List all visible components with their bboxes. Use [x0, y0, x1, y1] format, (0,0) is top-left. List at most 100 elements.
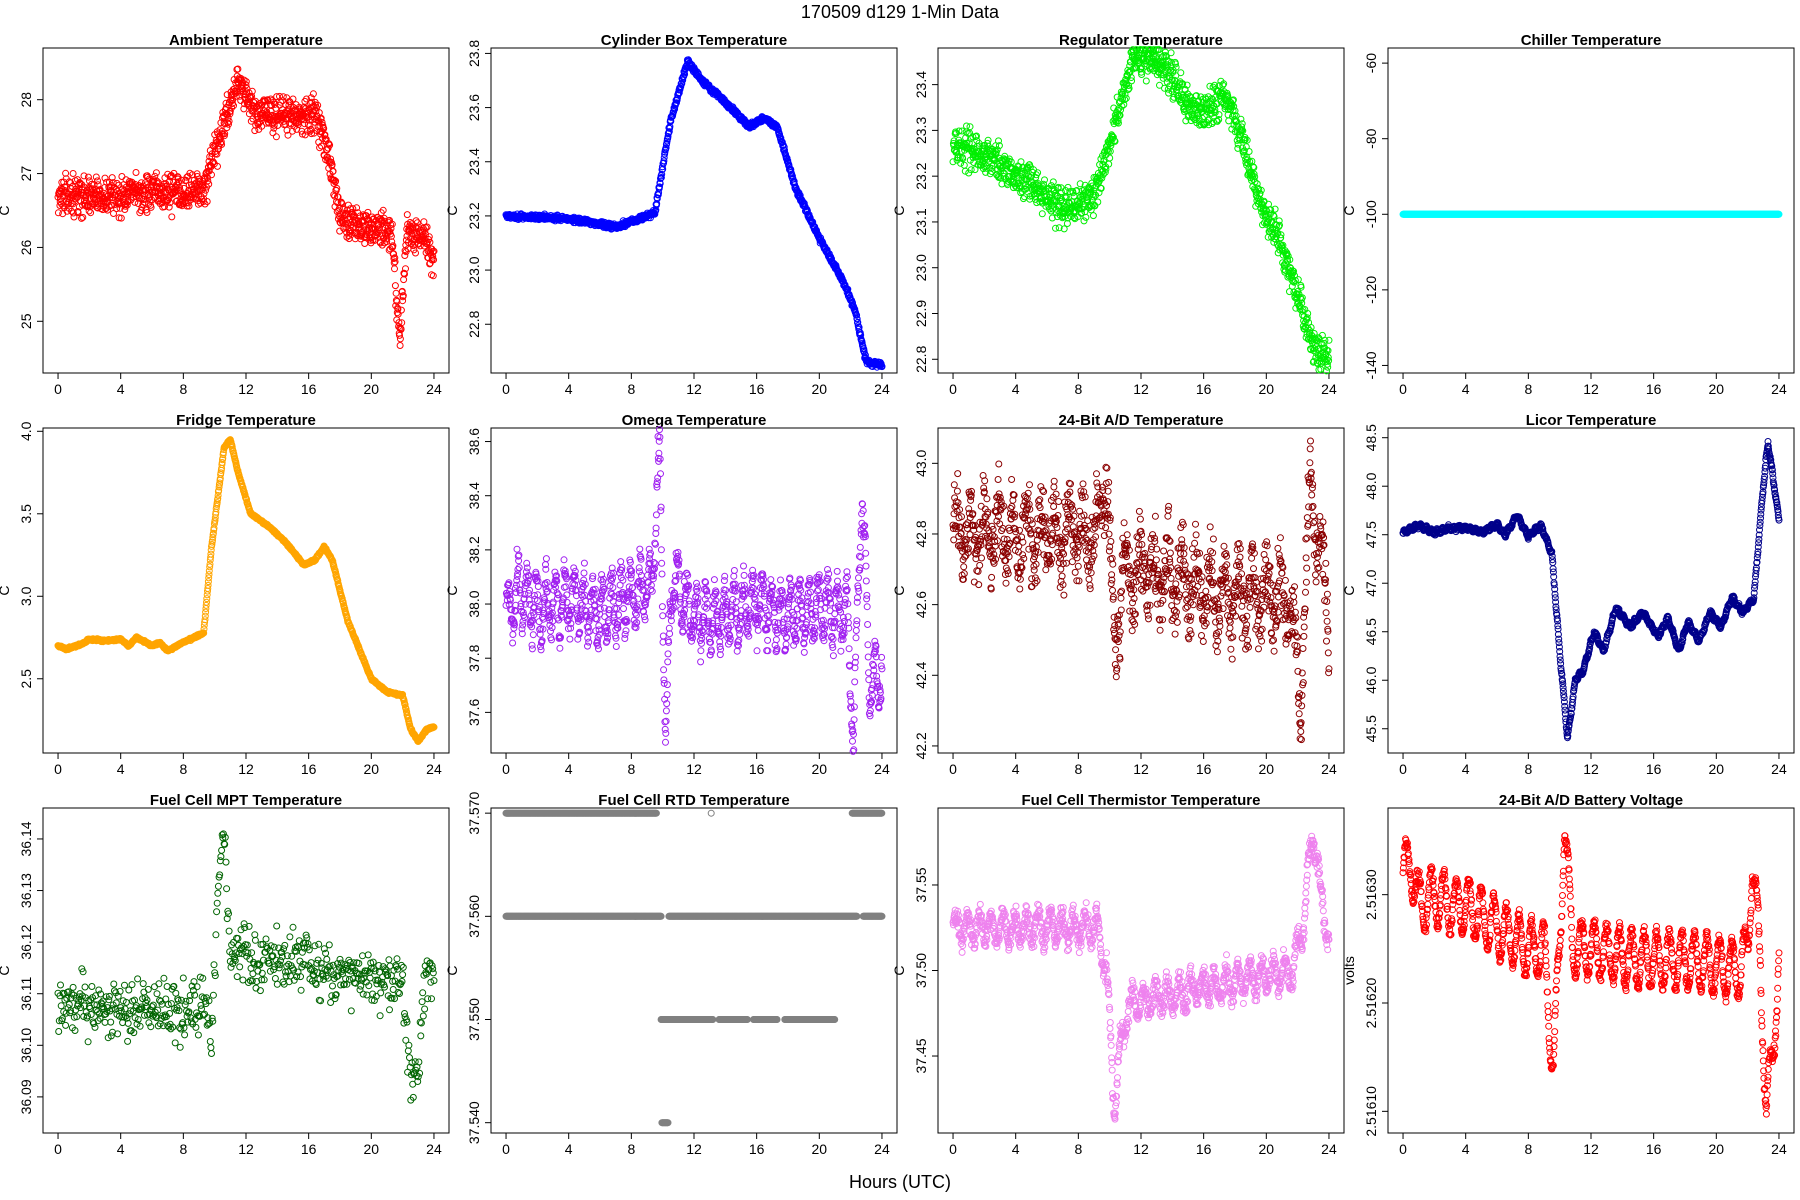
data-point	[209, 158, 217, 166]
y-tick-label: 23.2	[466, 202, 482, 229]
y-axis-label: C	[444, 205, 460, 215]
data-point	[425, 233, 433, 241]
data-point	[62, 169, 70, 177]
data-point	[423, 223, 431, 231]
data-point	[255, 101, 262, 109]
data-point	[430, 256, 438, 264]
data-point	[144, 173, 152, 181]
x-tick-label: 24	[874, 381, 890, 397]
x-tick-label: 20	[812, 381, 828, 397]
y-tick-label: 26	[18, 239, 34, 255]
data-point	[664, 133, 672, 140]
data-point	[338, 199, 345, 207]
data-point	[218, 141, 226, 148]
data-point	[1167, 49, 1175, 57]
data-point	[233, 87, 241, 95]
data-point	[69, 170, 77, 177]
data-point	[1041, 176, 1048, 184]
y-tick-label: 22.8	[913, 345, 929, 372]
data-point	[333, 184, 341, 192]
data-point	[165, 203, 173, 211]
y-tick-label: 23.8	[466, 40, 482, 67]
data-point	[966, 123, 974, 131]
data-point	[376, 239, 384, 247]
data-point	[398, 287, 406, 295]
x-tick-label: 16	[301, 381, 317, 397]
data-point	[272, 133, 280, 141]
data-point	[108, 174, 116, 182]
y-tick-label: 23.4	[466, 148, 482, 175]
data-point	[80, 172, 88, 180]
data-point	[344, 201, 352, 209]
data-point	[168, 213, 176, 221]
data-point	[391, 282, 399, 290]
data-point	[273, 93, 281, 101]
x-tick-label: 16	[1646, 381, 1662, 397]
data-point	[1049, 178, 1057, 186]
data-point	[204, 177, 212, 185]
data-point	[392, 289, 400, 297]
data-point	[208, 171, 215, 179]
data-point	[398, 319, 406, 327]
data-point	[426, 238, 434, 246]
data-point	[660, 157, 668, 165]
y-tick-label: 3.5	[18, 504, 34, 524]
data-point	[115, 181, 123, 189]
figure-x-axis-label: Hours (UTC)	[849, 1172, 951, 1192]
x-tick-label: 12	[238, 761, 254, 777]
x-tick-label: 0	[1399, 381, 1407, 397]
data-point	[658, 170, 666, 178]
data-point	[317, 114, 325, 122]
data-point	[258, 122, 266, 130]
data-point	[279, 93, 287, 101]
y-tick-label: 3.0	[18, 586, 34, 606]
data-point	[391, 265, 398, 273]
y-tick-label: -140	[1363, 351, 1379, 379]
data-point	[92, 173, 100, 181]
chart-panel: Fridge TemperatureC048121620242.53.03.54…	[0, 412, 450, 777]
y-tick-label: -100	[1363, 200, 1379, 228]
data-point	[328, 161, 336, 169]
y-tick-label: 25	[18, 313, 34, 329]
data-series	[54, 65, 438, 349]
data-point	[182, 176, 190, 184]
data-point	[67, 185, 75, 192]
data-point	[78, 214, 85, 222]
x-tick-label: 12	[686, 381, 702, 397]
x-tick-label: 8	[1074, 381, 1082, 397]
data-point	[960, 161, 968, 169]
y-tick-label: 23.6	[466, 94, 482, 121]
plot-frame	[490, 47, 898, 374]
data-point	[1271, 205, 1279, 213]
data-point	[396, 335, 404, 343]
data-point	[421, 227, 429, 235]
x-tick-label: 8	[627, 381, 635, 397]
data-point	[225, 117, 233, 125]
data-point	[316, 144, 324, 152]
data-point	[203, 198, 211, 205]
data-point	[143, 209, 151, 216]
data-point	[224, 114, 232, 122]
x-tick-label: 12	[1133, 381, 1149, 397]
data-point	[1177, 69, 1185, 77]
data-point	[269, 129, 277, 137]
x-tick-label: 4	[565, 381, 573, 397]
data-point	[87, 209, 95, 217]
data-point	[303, 95, 310, 103]
y-tick-label: -80	[1363, 128, 1379, 148]
data-point	[397, 325, 405, 333]
data-point	[399, 297, 407, 305]
data-point	[289, 95, 297, 103]
x-tick-label: 16	[301, 761, 317, 777]
data-point	[429, 272, 437, 280]
data-point	[202, 186, 210, 194]
data-point	[101, 174, 109, 182]
data-point	[256, 119, 263, 126]
data-point	[84, 173, 92, 181]
data-point	[332, 177, 340, 185]
data-point	[396, 342, 404, 349]
x-tick-label: 16	[1196, 381, 1212, 397]
data-point	[137, 207, 145, 214]
data-point	[108, 201, 116, 209]
data-point	[270, 121, 278, 129]
